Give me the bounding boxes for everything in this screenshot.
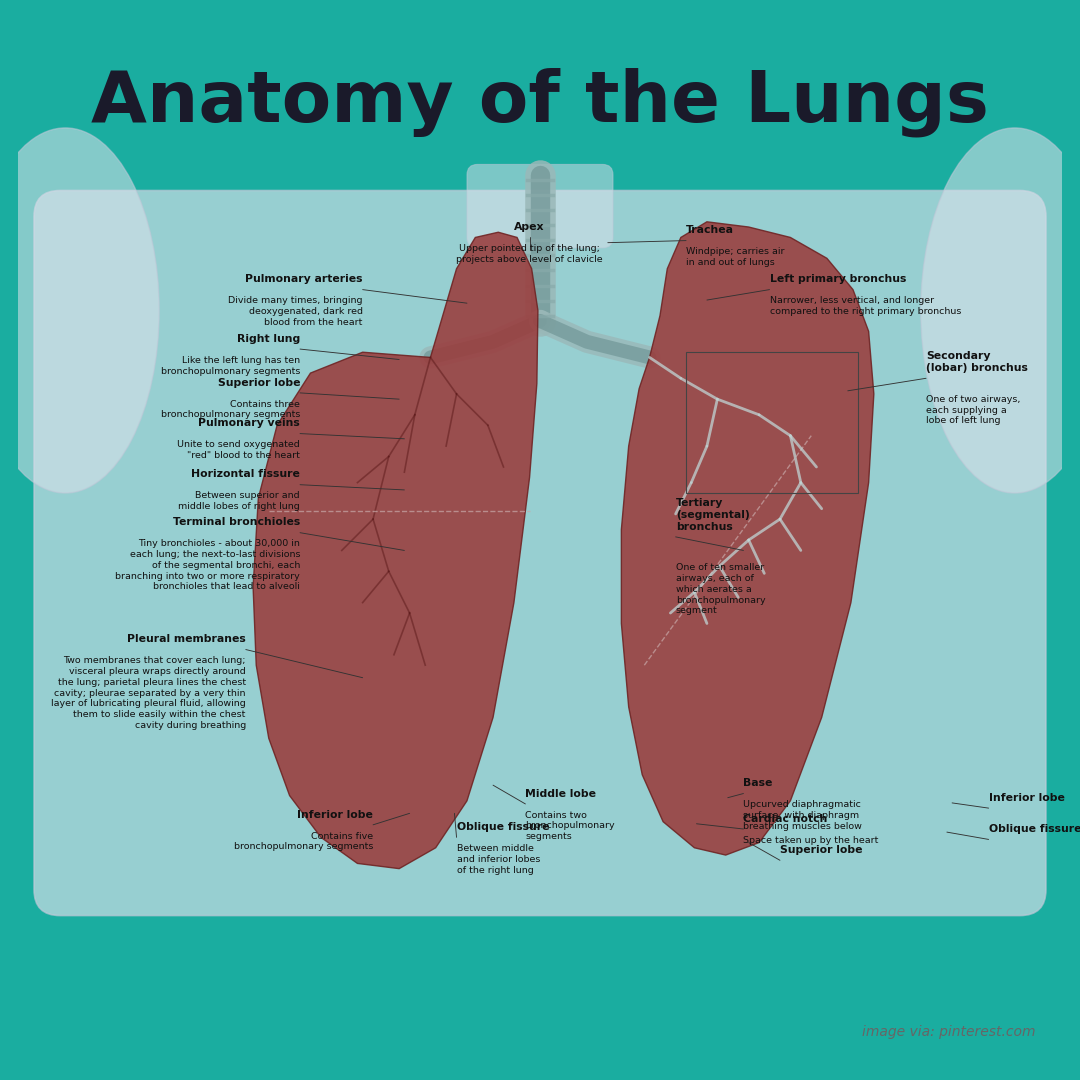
- Text: Inferior lobe: Inferior lobe: [988, 793, 1065, 802]
- Text: Oblique fissure: Oblique fissure: [988, 824, 1080, 834]
- Text: Cardiac notch: Cardiac notch: [743, 813, 827, 824]
- Text: Space taken up by the heart: Space taken up by the heart: [743, 836, 879, 845]
- Text: Oblique fissure: Oblique fissure: [457, 822, 549, 832]
- Text: Anatomy of the Lungs: Anatomy of the Lungs: [91, 67, 989, 136]
- Text: Terminal bronchioles: Terminal bronchioles: [173, 517, 300, 527]
- Text: Narrower, less vertical, and longer
compared to the right primary bronchus: Narrower, less vertical, and longer comp…: [770, 296, 961, 316]
- Text: Base: Base: [743, 779, 773, 788]
- Text: Divide many times, bringing
deoxygenated, dark red
blood from the heart: Divide many times, bringing deoxygenated…: [228, 296, 363, 327]
- FancyBboxPatch shape: [33, 190, 1047, 916]
- Text: image via: pinterest.com: image via: pinterest.com: [862, 1025, 1036, 1039]
- Text: Inferior lobe: Inferior lobe: [297, 810, 373, 820]
- Ellipse shape: [921, 127, 1080, 494]
- Polygon shape: [621, 221, 874, 855]
- FancyBboxPatch shape: [467, 164, 613, 248]
- Text: Between middle
and inferior lobes
of the right lung: Between middle and inferior lobes of the…: [457, 845, 540, 875]
- Text: Middle lobe: Middle lobe: [525, 788, 596, 799]
- Text: Apex: Apex: [514, 222, 544, 232]
- Text: Trachea: Trachea: [686, 226, 734, 235]
- Text: Pulmonary arteries: Pulmonary arteries: [245, 274, 363, 284]
- Text: Secondary
(lobar) bronchus: Secondary (lobar) bronchus: [926, 351, 1028, 373]
- Text: Contains three
bronchopulmonary segments: Contains three bronchopulmonary segments: [161, 400, 300, 419]
- Text: Pleural membranes: Pleural membranes: [127, 634, 246, 645]
- Text: Pulmonary veins: Pulmonary veins: [199, 418, 300, 429]
- Text: Right lung: Right lung: [237, 334, 300, 343]
- Text: Superior lobe: Superior lobe: [780, 845, 863, 855]
- Text: Upcurved diaphragmatic
surface, with diaphragm
breathing muscles below: Upcurved diaphragmatic surface, with dia…: [743, 800, 862, 831]
- Text: Horizontal fissure: Horizontal fissure: [191, 470, 300, 480]
- Text: Contains two
bronchopulmonary
segments: Contains two bronchopulmonary segments: [525, 811, 615, 841]
- Text: Two membranes that cover each lung;
visceral pleura wraps directly around
the lu: Two membranes that cover each lung; visc…: [51, 657, 246, 730]
- Text: Unite to send oxygenated
"red" blood to the heart: Unite to send oxygenated "red" blood to …: [177, 441, 300, 460]
- Text: Contains five
bronchopulmonary segments: Contains five bronchopulmonary segments: [233, 832, 373, 851]
- Text: One of two airways,
each supplying a
lobe of left lung: One of two airways, each supplying a lob…: [926, 395, 1021, 426]
- Bar: [686, 352, 859, 494]
- Text: Left primary bronchus: Left primary bronchus: [770, 274, 906, 284]
- Text: One of ten smaller
airways, each of
which aerates a
bronchopulmonary
segment: One of ten smaller airways, each of whic…: [676, 564, 766, 616]
- Polygon shape: [253, 232, 538, 868]
- Text: Like the left lung has ten
bronchopulmonary segments: Like the left lung has ten bronchopulmon…: [161, 356, 300, 376]
- Text: Upper pointed tip of the lung;
projects above level of clavicle: Upper pointed tip of the lung; projects …: [456, 244, 603, 264]
- Text: Between superior and
middle lobes of right lung: Between superior and middle lobes of rig…: [178, 491, 300, 511]
- Text: Windpipe; carries air
in and out of lungs: Windpipe; carries air in and out of lung…: [686, 247, 784, 267]
- Text: Tiny bronchioles - about 30,000 in
each lung; the next-to-last divisions
of the : Tiny bronchioles - about 30,000 in each …: [116, 540, 300, 592]
- Text: Superior lobe: Superior lobe: [217, 378, 300, 388]
- Ellipse shape: [0, 127, 159, 494]
- Text: Tertiary
(segmental)
bronchus: Tertiary (segmental) bronchus: [676, 499, 750, 531]
